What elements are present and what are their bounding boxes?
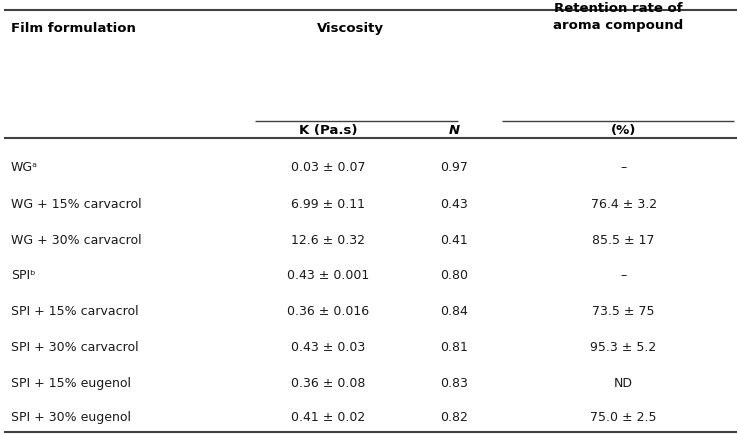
Text: Viscosity: Viscosity <box>317 22 384 35</box>
Text: 12.6 ± 0.32: 12.6 ± 0.32 <box>292 233 365 246</box>
Text: N: N <box>448 124 460 137</box>
Text: –: – <box>621 269 627 282</box>
Text: 85.5 ± 17: 85.5 ± 17 <box>593 233 655 246</box>
Text: WG + 15% carvacrol: WG + 15% carvacrol <box>11 197 142 210</box>
Text: ND: ND <box>614 376 633 389</box>
Text: 0.36 ± 0.016: 0.36 ± 0.016 <box>287 305 370 318</box>
Text: 0.43 ± 0.03: 0.43 ± 0.03 <box>292 341 365 354</box>
Text: K (Pa.s): K (Pa.s) <box>299 124 358 137</box>
Text: 6.99 ± 0.11: 6.99 ± 0.11 <box>292 197 365 210</box>
Text: 0.83: 0.83 <box>440 376 468 389</box>
Text: WGᵃ: WGᵃ <box>11 161 38 174</box>
Text: Film formulation: Film formulation <box>11 22 136 35</box>
Text: 73.5 ± 75: 73.5 ± 75 <box>593 305 655 318</box>
Text: 0.03 ± 0.07: 0.03 ± 0.07 <box>292 161 365 174</box>
Text: 0.43: 0.43 <box>440 197 468 210</box>
Text: SPI + 30% eugenol: SPI + 30% eugenol <box>11 410 131 423</box>
Text: 0.80: 0.80 <box>440 269 468 282</box>
Text: Retention rate of
aroma compound: Retention rate of aroma compound <box>554 3 683 32</box>
Text: 0.84: 0.84 <box>440 305 468 318</box>
Text: SPIᵇ: SPIᵇ <box>11 269 35 282</box>
Text: SPI + 30% carvacrol: SPI + 30% carvacrol <box>11 341 139 354</box>
Text: SPI + 15% carvacrol: SPI + 15% carvacrol <box>11 305 139 318</box>
Text: 0.81: 0.81 <box>440 341 468 354</box>
Text: 0.82: 0.82 <box>440 410 468 423</box>
Text: (%): (%) <box>611 124 636 137</box>
Text: 0.43 ± 0.001: 0.43 ± 0.001 <box>287 269 370 282</box>
Text: 75.0 ± 2.5: 75.0 ± 2.5 <box>590 410 657 423</box>
Text: WG + 30% carvacrol: WG + 30% carvacrol <box>11 233 142 246</box>
Text: 95.3 ± 5.2: 95.3 ± 5.2 <box>590 341 657 354</box>
Text: 76.4 ± 3.2: 76.4 ± 3.2 <box>590 197 657 210</box>
Text: 0.97: 0.97 <box>440 161 468 174</box>
Text: 0.36 ± 0.08: 0.36 ± 0.08 <box>292 376 365 389</box>
Text: –: – <box>621 161 627 174</box>
Text: 0.41: 0.41 <box>440 233 468 246</box>
Text: SPI + 15% eugenol: SPI + 15% eugenol <box>11 376 131 389</box>
Text: 0.41 ± 0.02: 0.41 ± 0.02 <box>292 410 365 423</box>
